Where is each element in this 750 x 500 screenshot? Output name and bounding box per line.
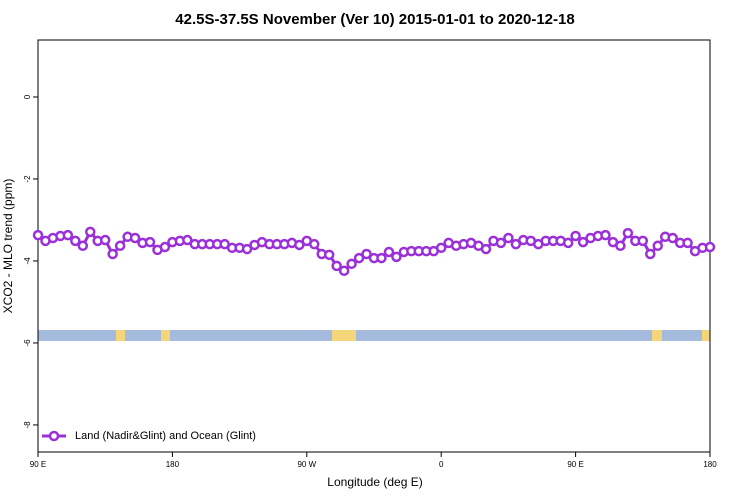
land-ocean-band xyxy=(38,330,710,341)
data-point xyxy=(652,240,663,252)
data-point xyxy=(704,241,716,253)
data-point xyxy=(323,249,335,261)
data-point xyxy=(70,235,81,247)
y-tick-label: 0 xyxy=(23,94,32,99)
x-tick-label: 180 xyxy=(703,460,717,469)
data-point xyxy=(600,229,611,241)
data-point xyxy=(182,234,193,246)
data-point xyxy=(62,229,74,241)
ocean-band xyxy=(38,330,710,341)
data-point xyxy=(503,232,514,244)
data-point xyxy=(353,252,365,264)
data-point xyxy=(85,226,96,238)
y-tick-label: -2 xyxy=(23,175,32,183)
data-point xyxy=(383,246,395,258)
x-tick-label: 90 W xyxy=(297,460,316,469)
data-point xyxy=(159,241,171,253)
land-patch xyxy=(116,330,125,341)
data-point xyxy=(562,237,574,249)
data-point xyxy=(32,229,44,241)
data-point xyxy=(480,243,492,255)
land-patch xyxy=(332,330,356,341)
data-point xyxy=(391,251,402,263)
data-point xyxy=(495,237,507,249)
land-patch xyxy=(702,330,710,341)
data-point xyxy=(510,238,522,250)
data-point xyxy=(129,232,141,244)
data-point xyxy=(107,248,118,260)
y-tick-label: -6 xyxy=(23,339,32,347)
data-point xyxy=(376,252,387,264)
data-point xyxy=(99,234,111,246)
data-point xyxy=(637,235,649,247)
data-point xyxy=(144,236,156,248)
x-tick-label: 90 E xyxy=(30,460,46,469)
x-axis-title: Longitude (deg E) xyxy=(327,475,422,489)
data-point xyxy=(682,237,693,249)
data-point xyxy=(309,238,320,250)
x-tick-label: 180 xyxy=(166,460,180,469)
data-point xyxy=(667,232,678,244)
data-point xyxy=(645,248,656,260)
legend-marker xyxy=(48,430,60,442)
land-patch xyxy=(161,330,170,341)
y-axis-title: XCO2 - MLO trend (ppm) xyxy=(1,179,15,314)
data-point xyxy=(338,265,350,277)
data-point xyxy=(331,260,342,272)
chart-title: 42.5S-37.5S November (Ver 10) 2015-01-01… xyxy=(175,11,574,28)
data-point xyxy=(570,230,581,242)
data-point xyxy=(622,227,634,239)
data-point xyxy=(577,236,589,248)
data-point xyxy=(435,242,447,254)
data-point xyxy=(615,240,626,252)
legend-label: Land (Nadir&Glint) and Ocean (Glint) xyxy=(75,430,256,442)
land-patch xyxy=(652,330,662,341)
data-point xyxy=(114,240,126,252)
data-point xyxy=(77,240,89,252)
data-point xyxy=(294,239,305,251)
data-point xyxy=(361,248,372,260)
y-tick-label: -8 xyxy=(23,421,32,429)
y-tick-label: -4 xyxy=(23,257,32,265)
x-tick-label: 90 E xyxy=(567,460,583,469)
x-tick-label: 0 xyxy=(439,460,444,469)
data-point xyxy=(241,243,253,255)
data-point xyxy=(346,258,357,270)
